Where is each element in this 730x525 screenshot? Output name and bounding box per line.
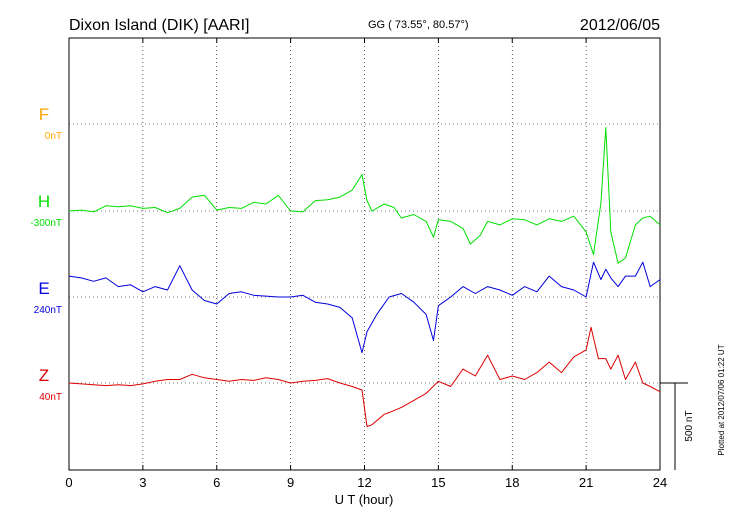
station-title: Dixon Island (DIK) [AARI] [69, 17, 250, 34]
date-label: 2012/06/05 [580, 17, 660, 34]
component-name-f: F [39, 105, 49, 124]
x-tick-label: 12 [357, 475, 371, 490]
x-tick-label: 21 [579, 475, 593, 490]
component-offset-z: 40nT [39, 392, 62, 403]
component-offset-f: 0nT [45, 131, 62, 142]
x-tick-label: 0 [65, 475, 72, 490]
x-tick-label: 6 [213, 475, 220, 490]
component-name-h: H [38, 192, 50, 211]
x-tick-label: 15 [431, 475, 445, 490]
series-line-z [68, 326, 661, 427]
scale-bar-label: 500 nT [684, 410, 695, 441]
x-tick-label: 9 [287, 475, 294, 490]
grid-lines [69, 38, 660, 470]
plotted-at-note: Plotted at 2012/07/06 01:22 UT [717, 344, 726, 455]
x-tick-label: 3 [139, 475, 146, 490]
series-line-e [68, 261, 661, 354]
scale-bar: 500 nT [660, 382, 695, 470]
x-axis-label: U T (hour) [335, 492, 394, 507]
series-line-h [68, 127, 661, 264]
component-offset-e: 240nT [34, 305, 62, 316]
component-name-e: E [38, 279, 49, 298]
component-labels: F 0nT H -300nT E 240nT Z 40nT [30, 105, 62, 403]
series-traces [68, 127, 661, 427]
station-coords: GG ( 73.55°, 80.57°) [368, 19, 469, 31]
component-name-z: Z [39, 366, 49, 385]
x-tick-label: 24 [653, 475, 667, 490]
component-offset-h: -300nT [30, 218, 62, 229]
x-axis-ticks: 0 3 6 9 12 15 18 21 24 [65, 38, 667, 490]
x-tick-label: 18 [505, 475, 519, 490]
